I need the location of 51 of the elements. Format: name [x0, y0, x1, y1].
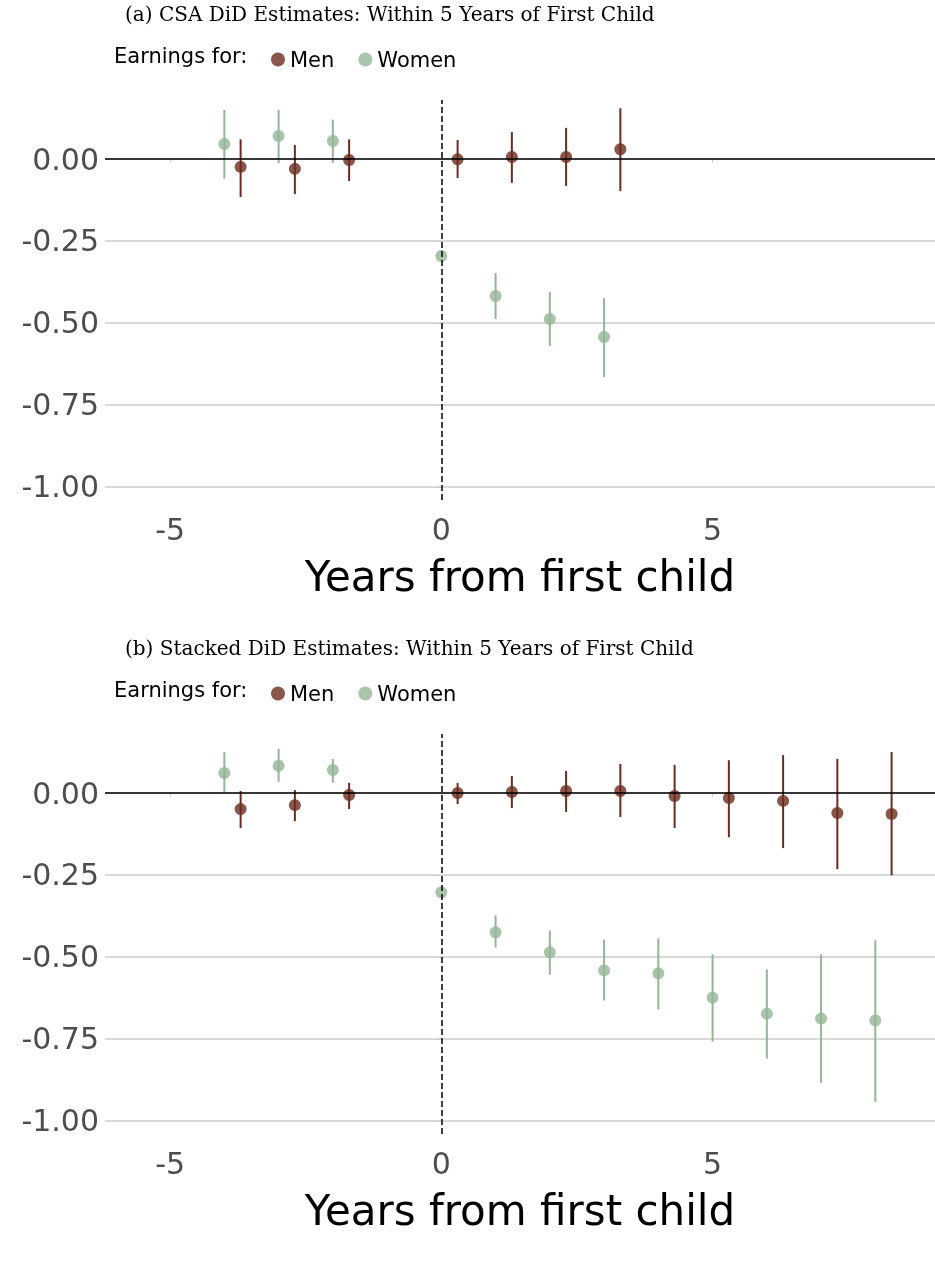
point — [272, 759, 285, 772]
legend-label: Women — [377, 47, 457, 72]
point — [326, 134, 339, 147]
point — [218, 767, 231, 780]
point — [614, 143, 627, 156]
point — [489, 926, 502, 939]
x-tick-label: -5 — [155, 1145, 186, 1181]
x-tick-label: 0 — [431, 511, 451, 547]
y-tick-label: -0.75 — [21, 387, 99, 423]
y-tick-label: -0.75 — [21, 1021, 99, 1057]
point — [543, 946, 556, 959]
x-tick-label: 5 — [703, 511, 723, 547]
x-axis-title: Years from first child — [303, 1185, 736, 1235]
chart-title: (b) Stacked DiD Estimates: Within 5 Years of First Child — [125, 636, 694, 660]
y-tick-label: -1.00 — [21, 1103, 99, 1139]
point — [218, 137, 231, 150]
x-tick-label: -5 — [155, 511, 186, 547]
y-tick-label: 0.00 — [32, 775, 99, 811]
point — [489, 290, 502, 303]
y-tick-label: -1.00 — [21, 469, 99, 505]
point — [706, 991, 719, 1004]
x-tick-label: 5 — [703, 1145, 723, 1181]
chart-title: (a) CSA DiD Estimates: Within 5 Years of First Child — [125, 2, 655, 26]
point — [815, 1012, 828, 1025]
point — [598, 964, 611, 977]
legend-label: Men — [290, 47, 335, 72]
point — [760, 1007, 773, 1020]
point — [831, 807, 844, 820]
point — [885, 808, 898, 820]
y-tick-label: 0.00 — [32, 141, 99, 177]
x-tick-label: 0 — [431, 1145, 451, 1181]
y-tick-label: -0.25 — [21, 857, 99, 893]
y-tick-label: -0.50 — [21, 939, 99, 975]
legend-title: Earnings for: — [114, 43, 248, 68]
point — [234, 803, 247, 816]
y-tick-label: -0.50 — [21, 305, 99, 341]
y-tick-label: -0.25 — [21, 223, 99, 259]
point — [598, 331, 611, 344]
legend-label: Men — [290, 681, 335, 706]
x-axis-title: Years from first child — [303, 551, 736, 601]
point — [652, 967, 665, 980]
point — [288, 799, 301, 812]
point — [869, 1014, 882, 1027]
point — [777, 794, 790, 807]
point — [234, 160, 247, 173]
legend-label: Women — [377, 681, 457, 706]
point — [543, 313, 556, 326]
point — [326, 764, 339, 777]
point — [272, 130, 285, 143]
legend-title: Earnings for: — [114, 677, 248, 702]
point — [288, 162, 301, 175]
